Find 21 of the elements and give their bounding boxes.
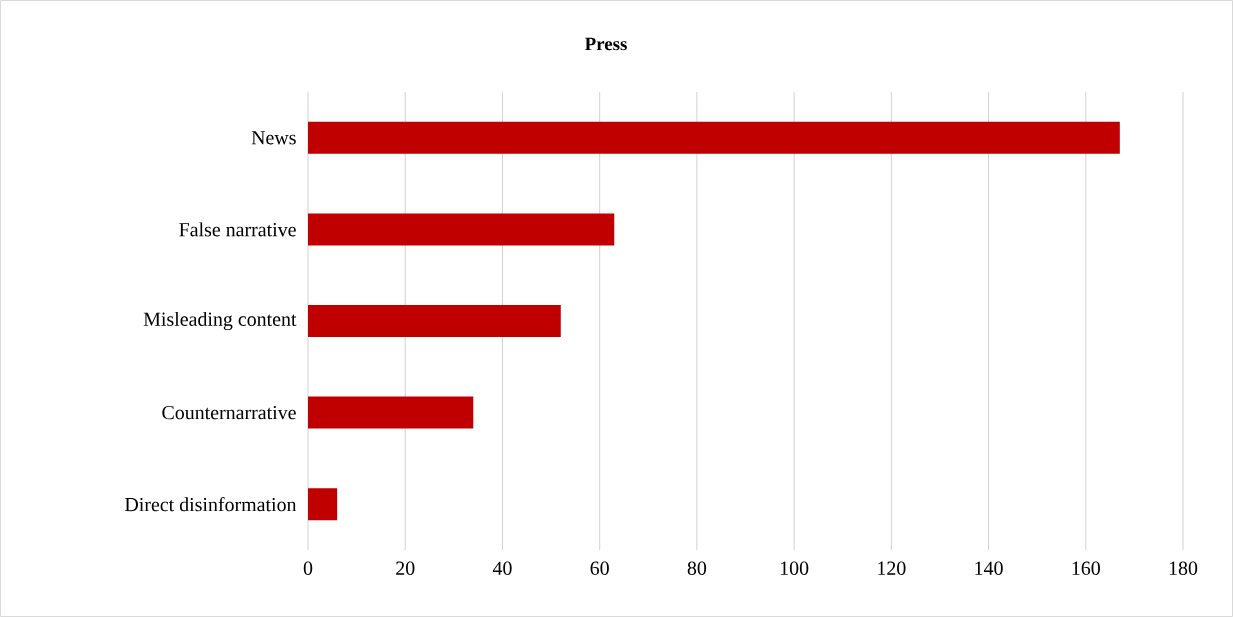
bar <box>308 213 615 246</box>
x-tick-label: 80 <box>687 561 707 575</box>
bar <box>308 396 474 429</box>
x-tick-label: 100 <box>780 561 809 575</box>
x-tick-label: 20 <box>396 561 415 575</box>
bar <box>308 488 338 521</box>
x-tick-label: 60 <box>590 561 609 575</box>
x-tick-label: 140 <box>975 561 1003 575</box>
y-tick-label: Misleading content <box>143 311 297 331</box>
bar <box>308 121 1120 154</box>
y-tick-label: News <box>251 131 296 145</box>
y-tick-label: Counternarrative <box>162 405 296 420</box>
x-tick-label: 0 <box>303 561 313 575</box>
y-tick-label: Direct disinformation <box>124 497 297 512</box>
x-tick-label: 40 <box>492 561 512 575</box>
x-tick-label: 160 <box>1072 561 1100 575</box>
y-tick-label: False narrative <box>179 222 296 237</box>
chart-title: Press <box>584 37 627 51</box>
bar <box>308 304 561 337</box>
x-tick-label: 180 <box>1169 561 1198 575</box>
x-tick-label: 120 <box>878 561 906 575</box>
